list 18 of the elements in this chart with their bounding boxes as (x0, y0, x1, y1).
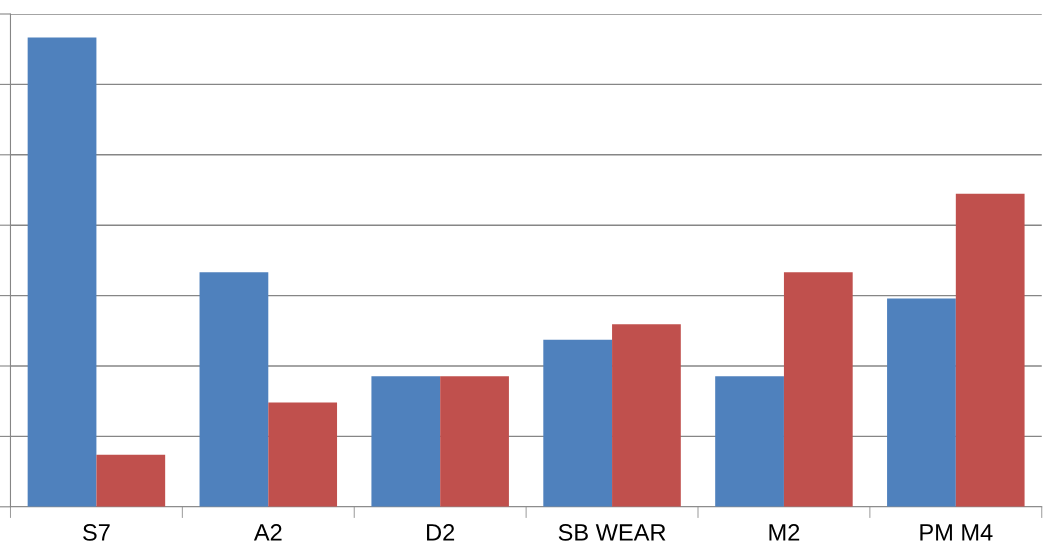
bar (783, 272, 853, 507)
x-tick-label: PM M4 (920, 524, 993, 541)
bar (371, 376, 441, 507)
x-tick-label: S7 (83, 524, 110, 541)
x-tick-label: M2 (769, 524, 800, 541)
bar (96, 454, 166, 507)
bar (543, 339, 613, 507)
x-tick-label: SB WEAR (558, 524, 666, 541)
bar (268, 402, 338, 507)
bar (715, 376, 784, 507)
bar (612, 324, 681, 507)
bar (955, 193, 1025, 507)
bar (440, 376, 509, 507)
bar (887, 298, 956, 507)
x-tick-label: A2 (253, 524, 282, 541)
bar (199, 272, 269, 507)
bar (27, 37, 97, 507)
x-tick-label: D2 (427, 524, 455, 541)
